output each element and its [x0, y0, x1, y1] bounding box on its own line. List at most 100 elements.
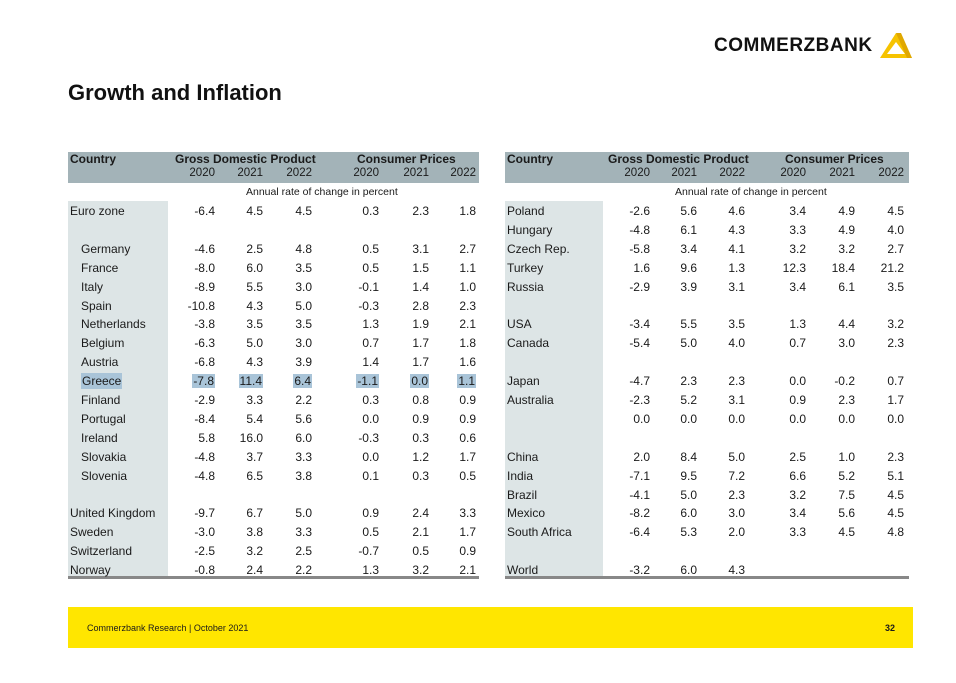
left-country-cell: Netherlands: [81, 317, 146, 332]
right-value-cell: [610, 430, 650, 446]
value: 6.0: [246, 260, 263, 275]
value: 3.8: [295, 468, 312, 483]
value: -2.5: [194, 544, 215, 559]
value: 0.0: [728, 411, 745, 426]
right-value-cell: 5.1: [864, 468, 904, 484]
value: 3.3: [789, 222, 806, 237]
left-value-cell: 0.0: [389, 373, 429, 389]
right-value-cell: [766, 354, 806, 370]
right-country-header: Country: [507, 152, 553, 166]
value: 3.5: [295, 260, 312, 275]
value: 4.5: [887, 487, 904, 502]
left-country-cell: Finland: [81, 393, 121, 407]
value: 3.4: [789, 204, 806, 218]
value: 2.1: [459, 317, 476, 332]
value: 5.1: [887, 468, 904, 483]
right-value-cell: 6.0: [657, 562, 697, 578]
value: 2.3: [887, 449, 904, 464]
value: -0.8: [194, 563, 215, 578]
right-value-cell: 3.1: [705, 279, 745, 295]
right-value-cell: 0.7: [864, 373, 904, 389]
right-value-cell: 2.5: [766, 449, 806, 465]
left-value-cell: 2.4: [389, 505, 429, 521]
value: 2.3: [728, 374, 745, 389]
value: -4.7: [629, 374, 650, 389]
value: 6.0: [295, 430, 312, 445]
left-value-cell: -9.7: [175, 505, 215, 521]
value: -0.2: [834, 374, 855, 389]
commerzbank-ribbon-icon: [879, 33, 912, 58]
value: 9.6: [680, 260, 697, 275]
value: 2.8: [412, 298, 429, 313]
value: 2.3: [887, 336, 904, 351]
value: 4.6: [728, 204, 745, 218]
left-value-cell: 2.3: [389, 203, 429, 219]
value: 1.0: [838, 449, 855, 464]
left-country-cell: Slovenia: [81, 468, 128, 483]
logo-text: COMMERZBANK: [714, 35, 873, 56]
right-value-cell: [815, 298, 855, 314]
right-value-cell: 4.0: [705, 335, 745, 351]
value: 2.5: [295, 544, 312, 559]
right-value-cell: 3.4: [657, 241, 697, 257]
right-value-cell: [864, 430, 904, 446]
left-value-cell: 3.5: [223, 316, 263, 332]
right-value-cell: 1.7: [864, 392, 904, 408]
value: 3.3: [246, 393, 263, 407]
left-value-cell: 0.9: [389, 411, 429, 427]
value: 4.1: [728, 241, 745, 256]
value: 1.3: [728, 260, 745, 275]
value: 4.9: [838, 204, 855, 218]
value: 5.0: [295, 298, 312, 313]
right-value-cell: 4.5: [864, 487, 904, 503]
value: 3.4: [789, 279, 806, 294]
value: 4.5: [887, 506, 904, 521]
left-value-cell: 5.0: [272, 505, 312, 521]
left-value-cell: 3.9: [272, 354, 312, 370]
value: 0.7: [887, 374, 904, 389]
value: 3.3: [789, 525, 806, 540]
left-value-cell: 0.9: [436, 411, 476, 427]
right-value-cell: -4.1: [610, 487, 650, 503]
right-value-cell: 3.2: [815, 241, 855, 257]
value: -2.3: [629, 393, 650, 407]
left-value-cell: [389, 222, 429, 238]
value: -8.0: [194, 260, 215, 275]
left-country-cell: Belgium: [81, 336, 125, 351]
right-value-cell: 9.6: [657, 260, 697, 276]
left-value-cell: 3.8: [223, 524, 263, 540]
right-value-cell: 5.3: [657, 524, 697, 540]
right-value-cell: [657, 354, 697, 370]
right-country-cell: Hungary: [507, 222, 553, 237]
right-value-cell: 21.2: [864, 260, 904, 276]
left-value-cell: -2.9: [175, 392, 215, 408]
right-value-cell: 6.6: [766, 468, 806, 484]
value: 0.7: [789, 336, 806, 351]
right-value-cell: 5.5: [657, 316, 697, 332]
value: 0.9: [789, 393, 806, 407]
value: -3.0: [194, 525, 215, 540]
left-value-cell: 3.3: [272, 524, 312, 540]
left-value-cell: 2.1: [436, 562, 476, 578]
value: 1.5: [412, 260, 429, 275]
value: 7.5: [838, 487, 855, 502]
left-value-cell: 5.6: [272, 411, 312, 427]
value: 4.3: [246, 355, 263, 370]
value: 11.4: [238, 374, 263, 389]
right-value-cell: 5.6: [657, 203, 697, 219]
right-value-cell: [864, 543, 904, 559]
left-value-cell: -6.8: [175, 354, 215, 370]
left-header-band: [68, 152, 479, 183]
value: 0.1: [362, 468, 379, 483]
value: 6.0: [680, 506, 697, 521]
left-value-cell: 5.8: [175, 430, 215, 446]
left-value-cell: 0.3: [389, 430, 429, 446]
value: 0.5: [412, 544, 429, 559]
right-country-cell: Brazil: [507, 487, 538, 502]
left-country-cell: Austria: [81, 355, 119, 370]
right-year-header: 2020: [624, 167, 650, 179]
value: 3.2: [412, 563, 429, 578]
left-value-cell: 5.0: [223, 335, 263, 351]
right-value-cell: 4.9: [815, 222, 855, 238]
right-value-cell: 4.0: [864, 222, 904, 238]
